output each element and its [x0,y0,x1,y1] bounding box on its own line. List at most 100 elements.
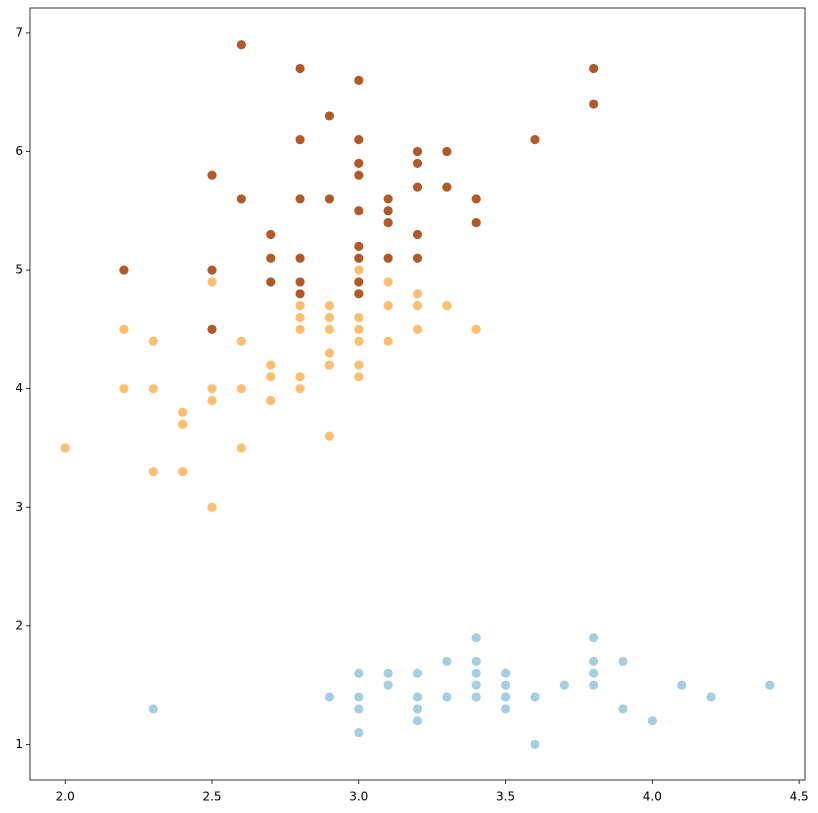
point [383,218,393,228]
point [442,182,452,192]
point [354,206,364,216]
point [354,692,364,702]
point [295,253,305,263]
point [148,467,158,477]
point [354,158,364,168]
point [618,656,628,667]
point [295,194,305,204]
point [412,289,423,299]
point [442,146,452,157]
point [383,194,393,204]
point [295,384,305,394]
point [354,253,364,263]
point [354,336,364,346]
y-tick-label: 5 [15,263,23,277]
point [589,656,599,667]
point [383,680,393,690]
point [383,277,393,287]
point [295,372,305,382]
point [412,301,423,311]
point [471,656,481,667]
point [412,692,423,702]
point [530,692,540,702]
point [354,170,364,180]
point [706,692,716,702]
point [500,692,511,702]
point [354,277,364,287]
point [60,443,70,453]
y-tick-label: 2 [15,618,23,632]
point [383,253,393,263]
point [412,324,423,334]
point [236,336,246,346]
point [295,289,305,299]
y-tick-label: 4 [15,381,23,395]
x-tick-label: 2.0 [56,790,75,804]
point [354,324,364,334]
point [442,656,452,667]
point [383,301,393,311]
point [412,253,423,263]
point [266,229,276,240]
point [354,312,364,323]
point [354,360,364,370]
point [324,194,335,204]
y-tick-label: 6 [15,144,23,158]
point [324,111,335,121]
point [471,218,481,228]
point [207,502,217,512]
point [266,395,276,406]
point [324,324,335,334]
y-tick-label: 7 [15,25,23,39]
point [589,680,599,690]
point [471,668,481,678]
point [324,312,335,323]
point [266,277,276,287]
point [207,170,217,180]
point [412,704,423,714]
point [412,146,423,157]
point [178,419,188,429]
point [589,99,599,109]
point [412,668,423,678]
point [412,716,423,726]
point [324,692,335,702]
point [295,63,305,74]
point [589,63,599,74]
point [354,727,364,738]
point [442,692,452,702]
x-tick-label: 3.5 [496,790,515,804]
point [354,75,364,85]
point [530,739,540,750]
y-tick-label: 1 [15,737,23,751]
point [236,384,246,394]
point [119,265,129,275]
point [324,431,335,441]
point [500,668,511,678]
point [354,704,364,714]
point [148,336,158,346]
point [412,182,423,192]
point [471,692,481,702]
point [471,194,481,204]
point [236,443,246,453]
point [765,680,775,690]
point [236,194,246,204]
y-tick-label: 3 [15,500,23,514]
point [266,253,276,263]
point [471,324,481,334]
point [207,265,217,275]
point [354,135,364,145]
point [178,407,188,417]
point [119,384,129,394]
point [178,467,188,477]
point [354,289,364,299]
point [207,395,217,406]
x-tick-label: 4.0 [643,790,662,804]
point [266,360,276,370]
point [500,704,511,714]
point [677,680,687,690]
point [236,40,246,50]
